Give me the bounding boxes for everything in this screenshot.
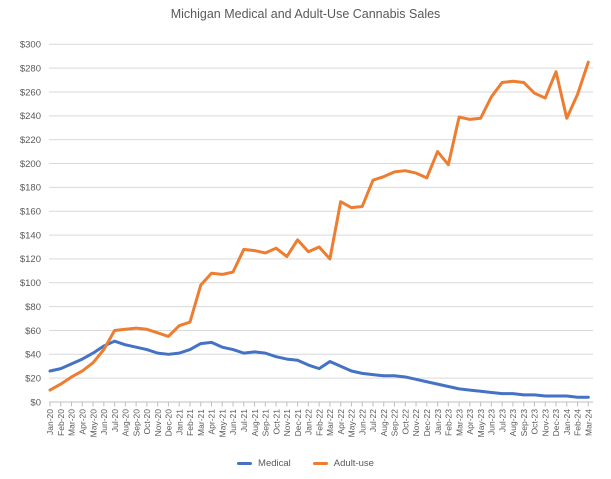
x-axis-tick-label: Apr-23 <box>465 409 475 435</box>
x-axis-tick-label: Mar-22 <box>325 409 335 436</box>
x-axis-tick-label: Oct-20 <box>142 409 152 435</box>
x-axis-tick-label: Nov-21 <box>282 409 292 437</box>
x-axis-tick-label: Apr-21 <box>207 409 217 435</box>
x-axis-tick-label: Dec-23 <box>551 409 561 437</box>
x-axis-tick-label: Oct-23 <box>530 409 540 435</box>
y-axis-tick-label: $220 <box>20 135 41 146</box>
x-axis-tick-label: Sep-22 <box>390 409 400 437</box>
y-axis-tick-label: $180 <box>20 183 41 194</box>
legend-label-adult-use: Adult-use <box>333 458 374 469</box>
legend-item-adult-use: Adult-use <box>312 458 374 469</box>
x-axis-tick-label: Feb-22 <box>314 409 324 436</box>
plot-area: $0 $20 $40 $60 $80 $100 $120 $140 $160 $180 $200 $2… <box>20 40 594 438</box>
x-axis-tick-label: Jun-23 <box>487 409 497 435</box>
y-axis-tick-label: $280 <box>20 63 41 74</box>
x-axis-tick-label: Feb-24 <box>573 409 583 436</box>
y-axis-tick-label: $120 <box>20 254 41 265</box>
y-axis-tick-label: $60 <box>25 326 41 337</box>
legend-item-medical: Medical <box>237 458 291 469</box>
y-axis-tick-label: $240 <box>20 111 41 122</box>
x-axis-tick-label: Jan-21 <box>174 409 184 435</box>
y-axis-tick-label: $100 <box>20 278 41 289</box>
x-axis-tick-label: Jun-22 <box>357 409 367 435</box>
x-axis-tick-label: Aug-23 <box>508 409 518 437</box>
x-axis-tick-label: Apr-20 <box>77 409 87 435</box>
x-axis-tick-label: Nov-20 <box>153 409 163 437</box>
legend-swatch-adult-use <box>312 462 328 465</box>
x-axis-tick-label: Jul-23 <box>497 409 507 432</box>
x-axis-tick-label: May-21 <box>217 409 227 438</box>
y-axis-tick-label: $0 <box>30 397 41 408</box>
x-axis-tick-label: Mar-23 <box>454 409 464 436</box>
x-axis-tick-label: Dec-22 <box>422 409 432 437</box>
series-line-adult-use <box>48 60 590 392</box>
x-axis-tick-label: Oct-21 <box>271 409 281 435</box>
y-axis-tick-label: $80 <box>25 302 41 313</box>
x-axis-tick-label: Mar-20 <box>67 409 77 436</box>
x-axis-tick-label: Mar-24 <box>584 409 594 436</box>
x-axis-tick-label: Dec-20 <box>164 409 174 437</box>
x-axis-tick-label: Jan-22 <box>304 409 314 435</box>
x-axis-tick-label: Jan-20 <box>45 409 55 435</box>
chart-legend: Medical Adult-use <box>0 458 611 469</box>
x-axis-tick-label: Sep-23 <box>519 409 529 437</box>
x-axis-tick-label: Jul-22 <box>368 409 378 432</box>
x-axis-tick-label: Nov-23 <box>540 409 550 437</box>
x-axis-tick-label: Apr-22 <box>336 409 346 435</box>
x-axis-tick-label: Aug-22 <box>379 409 389 437</box>
chart-title: Michigan Medical and Adult-Use Cannabis … <box>170 7 441 21</box>
y-axis-tick-label: $20 <box>25 373 41 384</box>
x-axis-tick-label: Jul-20 <box>110 409 120 432</box>
x-axis-tick-label: Jun-20 <box>99 409 109 435</box>
x-axis-tick-label: Jan-23 <box>433 409 443 435</box>
y-axis-tick-label: $40 <box>25 350 41 361</box>
x-axis-tick-label: May-22 <box>347 409 357 438</box>
legend-label-medical: Medical <box>258 458 291 469</box>
x-axis-tick-label: May-23 <box>476 409 486 438</box>
legend-swatch-medical <box>237 462 253 465</box>
x-axis-tick-label: Jun-21 <box>228 409 238 435</box>
y-axis-tick-label: $140 <box>20 230 41 241</box>
x-axis-tick-label: Nov-22 <box>411 409 421 437</box>
x-axis-tick-label: Jul-21 <box>239 409 249 432</box>
x-axis-tick-label: Sep-21 <box>261 409 271 437</box>
x-axis-tick-label: Dec-21 <box>293 409 303 437</box>
y-axis-tick-label: $300 <box>20 40 41 51</box>
y-axis-tick-label: $200 <box>20 159 41 170</box>
x-axis-tick-label: Feb-23 <box>444 409 454 436</box>
x-axis-tick-label: Aug-21 <box>250 409 260 437</box>
x-axis-tick-label: Feb-21 <box>185 409 195 436</box>
x-axis-tick-label: May-20 <box>88 409 98 438</box>
x-axis-tick-label: Sep-20 <box>131 409 141 437</box>
x-axis-tick-label: Oct-22 <box>400 409 410 435</box>
x-axis-tick-label: Jan-24 <box>562 409 572 435</box>
x-axis-tick-label: Mar-21 <box>196 409 206 436</box>
x-axis-tick-label: Aug-20 <box>121 409 131 437</box>
y-axis-tick-label: $160 <box>20 207 41 218</box>
y-axis-tick-label: $260 <box>20 87 41 98</box>
series-line-medical <box>48 339 590 399</box>
x-axis-tick-label: Feb-20 <box>56 409 66 436</box>
